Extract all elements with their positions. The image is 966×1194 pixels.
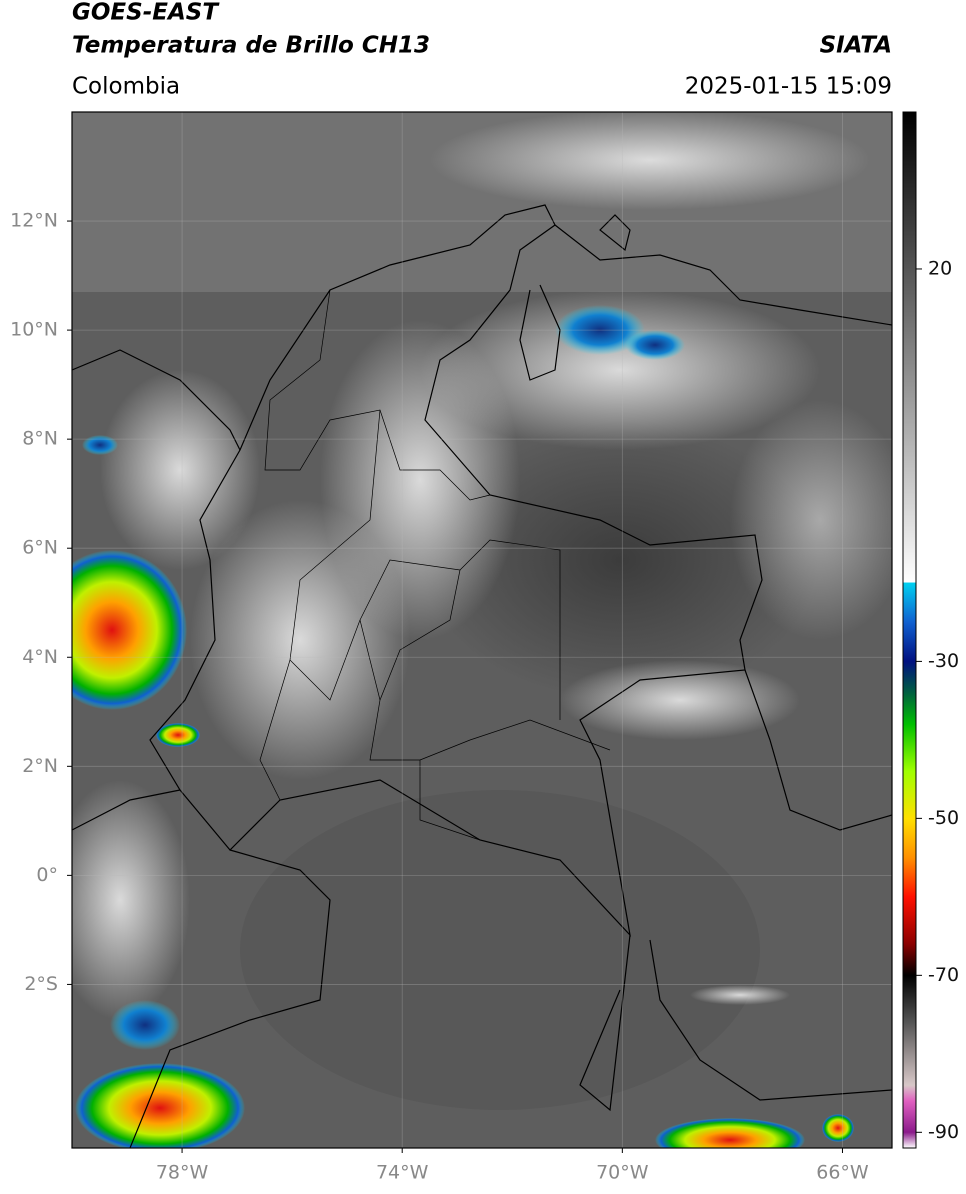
x-tick-label: 70°W [596,1162,649,1184]
source: SIATA [820,33,892,59]
colorbar [902,111,917,1149]
y-tick-label: 10°N [10,319,58,341]
grid [72,112,892,1148]
colorbar-tick-label: -90 [928,1121,959,1143]
y-tick-label: 2°N [22,755,58,777]
x-tick-label: 66°W [816,1162,869,1184]
colorbar-tick-label: -50 [928,807,959,829]
y-tick-label: 0° [36,864,58,886]
colorbar-tick-label: -30 [928,650,959,672]
region: Colombia [72,74,180,100]
timestamp: 2025-01-15 15:09 [685,74,892,100]
subtitle: Temperatura de Brillo CH13 [72,33,430,59]
y-tick-label: 2°S [24,973,58,995]
title: GOES-EAST [72,0,220,26]
x-tick-label: 78°W [156,1162,209,1184]
y-tick-label: 8°N [22,428,58,450]
satellite-image [72,112,892,1148]
y-tick-label: 4°N [22,646,58,668]
x-tick-label: 74°W [376,1162,429,1184]
map-frame [71,111,893,1149]
y-tick-label: 12°N [10,210,58,232]
y-tick-label: 6°N [22,537,58,559]
colorbar-tick-label: 20 [928,257,952,279]
colorbar-tick-label: -70 [928,964,959,986]
